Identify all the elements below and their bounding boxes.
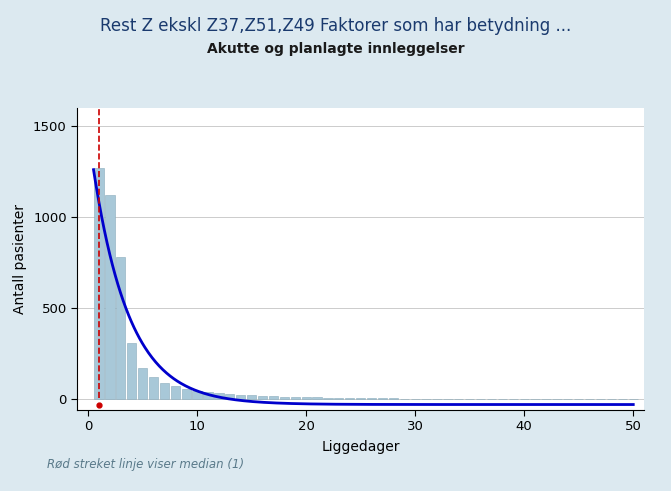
X-axis label: Liggedager: Liggedager	[321, 440, 400, 454]
Text: Rød streket linje viser median (1): Rød streket linje viser median (1)	[47, 459, 244, 471]
Bar	[105, 195, 115, 399]
Bar	[182, 389, 191, 399]
Bar	[203, 392, 213, 399]
Bar	[345, 398, 354, 399]
Y-axis label: Antall pasienter: Antall pasienter	[13, 204, 28, 314]
Bar	[247, 395, 256, 399]
Bar	[193, 391, 202, 399]
Bar	[280, 397, 289, 399]
Bar	[334, 398, 344, 399]
Bar	[389, 398, 398, 399]
Bar	[367, 398, 376, 399]
Bar	[170, 386, 180, 399]
Bar	[356, 398, 365, 399]
Bar	[214, 393, 223, 399]
Text: Akutte og planlagte innleggelser: Akutte og planlagte innleggelser	[207, 42, 464, 56]
Text: Rest Z ekskl Z37,Z51,Z49 Faktorer som har betydning ...: Rest Z ekskl Z37,Z51,Z49 Faktorer som ha…	[100, 17, 571, 35]
Bar	[323, 398, 333, 399]
Bar	[301, 397, 311, 399]
Bar	[138, 368, 147, 399]
Bar	[378, 398, 387, 399]
Bar	[95, 168, 103, 399]
Bar	[313, 397, 321, 399]
Bar	[225, 394, 234, 399]
Bar	[291, 397, 300, 399]
Bar	[127, 343, 136, 399]
Bar	[149, 377, 158, 399]
Bar	[269, 396, 278, 399]
Bar	[160, 382, 169, 399]
Bar	[236, 395, 246, 399]
Bar	[116, 257, 125, 399]
Bar	[258, 396, 267, 399]
